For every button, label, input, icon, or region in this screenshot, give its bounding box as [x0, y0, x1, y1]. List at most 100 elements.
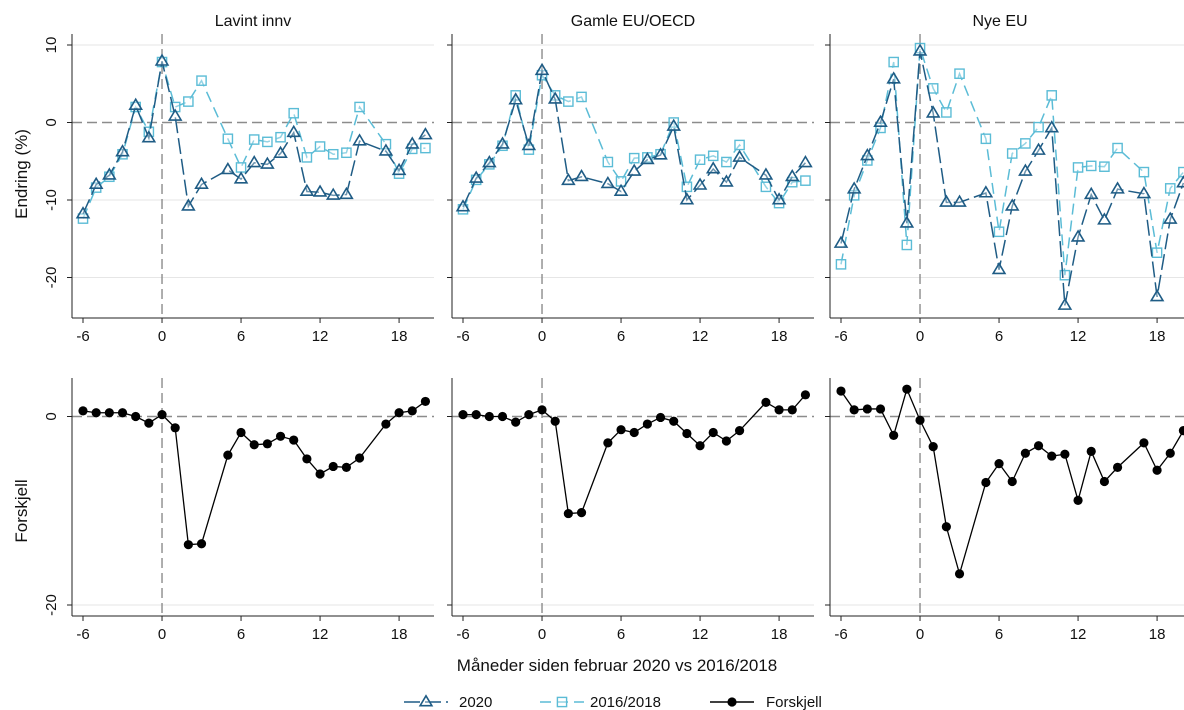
y-tick-label: -10: [43, 189, 60, 211]
point-forskjell: [708, 427, 718, 438]
x-tick-label: 12: [312, 328, 329, 345]
point-2020: [899, 215, 915, 228]
point-forskjell: [941, 522, 951, 532]
point-2020: [561, 172, 576, 186]
point-2016-2018: [694, 154, 706, 166]
x-tick-label: 6: [617, 626, 625, 643]
point-2020: [600, 175, 616, 189]
bottom-plot: -6 0 6 12 18: [447, 378, 814, 643]
series-line-2016-2018: [840, 47, 1184, 276]
bottom-plot: -6 0 6 12 18 0 -20: [43, 378, 434, 643]
point-2020: [273, 145, 288, 159]
point-2016-2018: [800, 175, 811, 186]
point-forskjell: [78, 406, 88, 416]
point-forskjell: [774, 405, 784, 415]
series-line-2020: [82, 61, 426, 215]
point-forskjell: [497, 411, 508, 422]
point-2020: [115, 144, 130, 157]
point-2020: [613, 183, 629, 196]
point-forskjell: [695, 441, 705, 451]
y-tick-label: 10: [43, 37, 60, 54]
point-forskjell: [381, 419, 391, 429]
point-forskjell: [721, 436, 732, 446]
x-tick-label: -6: [834, 626, 847, 643]
panel-2: Gamle EU/OECD -6 0 6 12 18 -6 0 6 12 18: [447, 13, 814, 643]
series-line-2020: [840, 51, 1184, 306]
x-tick-label: 18: [391, 328, 408, 345]
x-tick-label: 6: [237, 626, 245, 643]
point-forskjell: [420, 396, 431, 407]
point-forskjell: [91, 408, 101, 418]
point-2020: [679, 192, 695, 205]
point-2020: [391, 162, 407, 176]
point-forskjell: [761, 397, 771, 407]
point-2020: [1097, 212, 1112, 225]
legend-marker: [556, 696, 568, 708]
x-tick-label: 18: [1149, 328, 1166, 345]
point-2016-2018: [341, 147, 352, 159]
point-forskjell: [642, 419, 652, 429]
point-2016-2018: [954, 68, 965, 79]
point-2020: [1070, 229, 1086, 242]
point-forskjell: [275, 431, 286, 441]
point-2020: [455, 199, 471, 212]
point-2016-2018: [563, 96, 574, 107]
point-2020: [758, 167, 774, 180]
point-forskjell: [511, 417, 521, 427]
point-2020: [194, 176, 209, 190]
point-2016-2018: [301, 152, 313, 163]
x-tick-label: 0: [538, 328, 546, 345]
point-forskjell: [734, 426, 745, 436]
legend-marker: [727, 697, 737, 707]
point-2020: [312, 184, 328, 197]
top-plot: -6 0 6 12 18 10 0 -10 -20: [43, 34, 434, 345]
point-forskjell: [576, 508, 587, 518]
series-line-2016-2018: [82, 61, 426, 219]
x-tick-label: -6: [456, 626, 469, 643]
point-2016-2018: [1099, 161, 1110, 172]
point-forskjell: [104, 408, 114, 418]
point-forskjell: [236, 427, 246, 438]
point-2020: [784, 168, 800, 182]
x-tick-label: 18: [391, 626, 408, 643]
point-2020: [1004, 198, 1020, 211]
x-tick-label: 6: [237, 328, 245, 345]
point-2020: [260, 156, 275, 169]
point-2020: [1057, 297, 1073, 310]
bottom-plot: -6 0 6 12 18: [825, 378, 1184, 643]
point-forskjell: [1152, 465, 1162, 475]
point-2020: [102, 167, 117, 180]
panel-3: Nye EU -6 0 6 12 18 -6 0 6 12 18: [825, 13, 1184, 643]
point-2016-2018: [668, 117, 680, 128]
point-2016-2018: [1138, 166, 1150, 178]
legend-item-s2020: 2020: [404, 694, 492, 710]
point-2020: [1044, 120, 1060, 133]
point-forskjell: [954, 569, 965, 579]
point-forskjell: [1112, 462, 1123, 472]
x-tick-label: 0: [538, 626, 546, 643]
point-2020: [833, 235, 849, 248]
point-forskjell: [1165, 448, 1175, 458]
x-tick-label: 12: [312, 626, 329, 643]
point-2020: [128, 97, 143, 110]
point-2020: [1018, 163, 1033, 176]
x-tick-label: 6: [995, 626, 1003, 643]
point-2020: [88, 176, 104, 190]
point-2020: [846, 181, 862, 194]
point-forskjell: [550, 416, 560, 426]
point-2020: [339, 186, 354, 200]
x-tick-label: 12: [692, 328, 709, 345]
point-forskjell: [315, 469, 325, 479]
bottom-series: [458, 390, 811, 519]
point-2020: [299, 183, 315, 196]
point-2016-2018: [888, 56, 899, 68]
panel-title: Lavint innv: [215, 13, 292, 30]
point-2020: [574, 168, 589, 182]
top-plot: -6 0 6 12 18: [447, 34, 814, 345]
top-plot: -6 0 6 12 18: [825, 34, 1184, 345]
point-2020: [1031, 142, 1046, 155]
point-forskjell: [1033, 441, 1044, 451]
legend-item-s1618: 2016/2018: [540, 694, 661, 710]
point-forskjell: [458, 410, 468, 420]
point-2016-2018: [1006, 148, 1018, 159]
